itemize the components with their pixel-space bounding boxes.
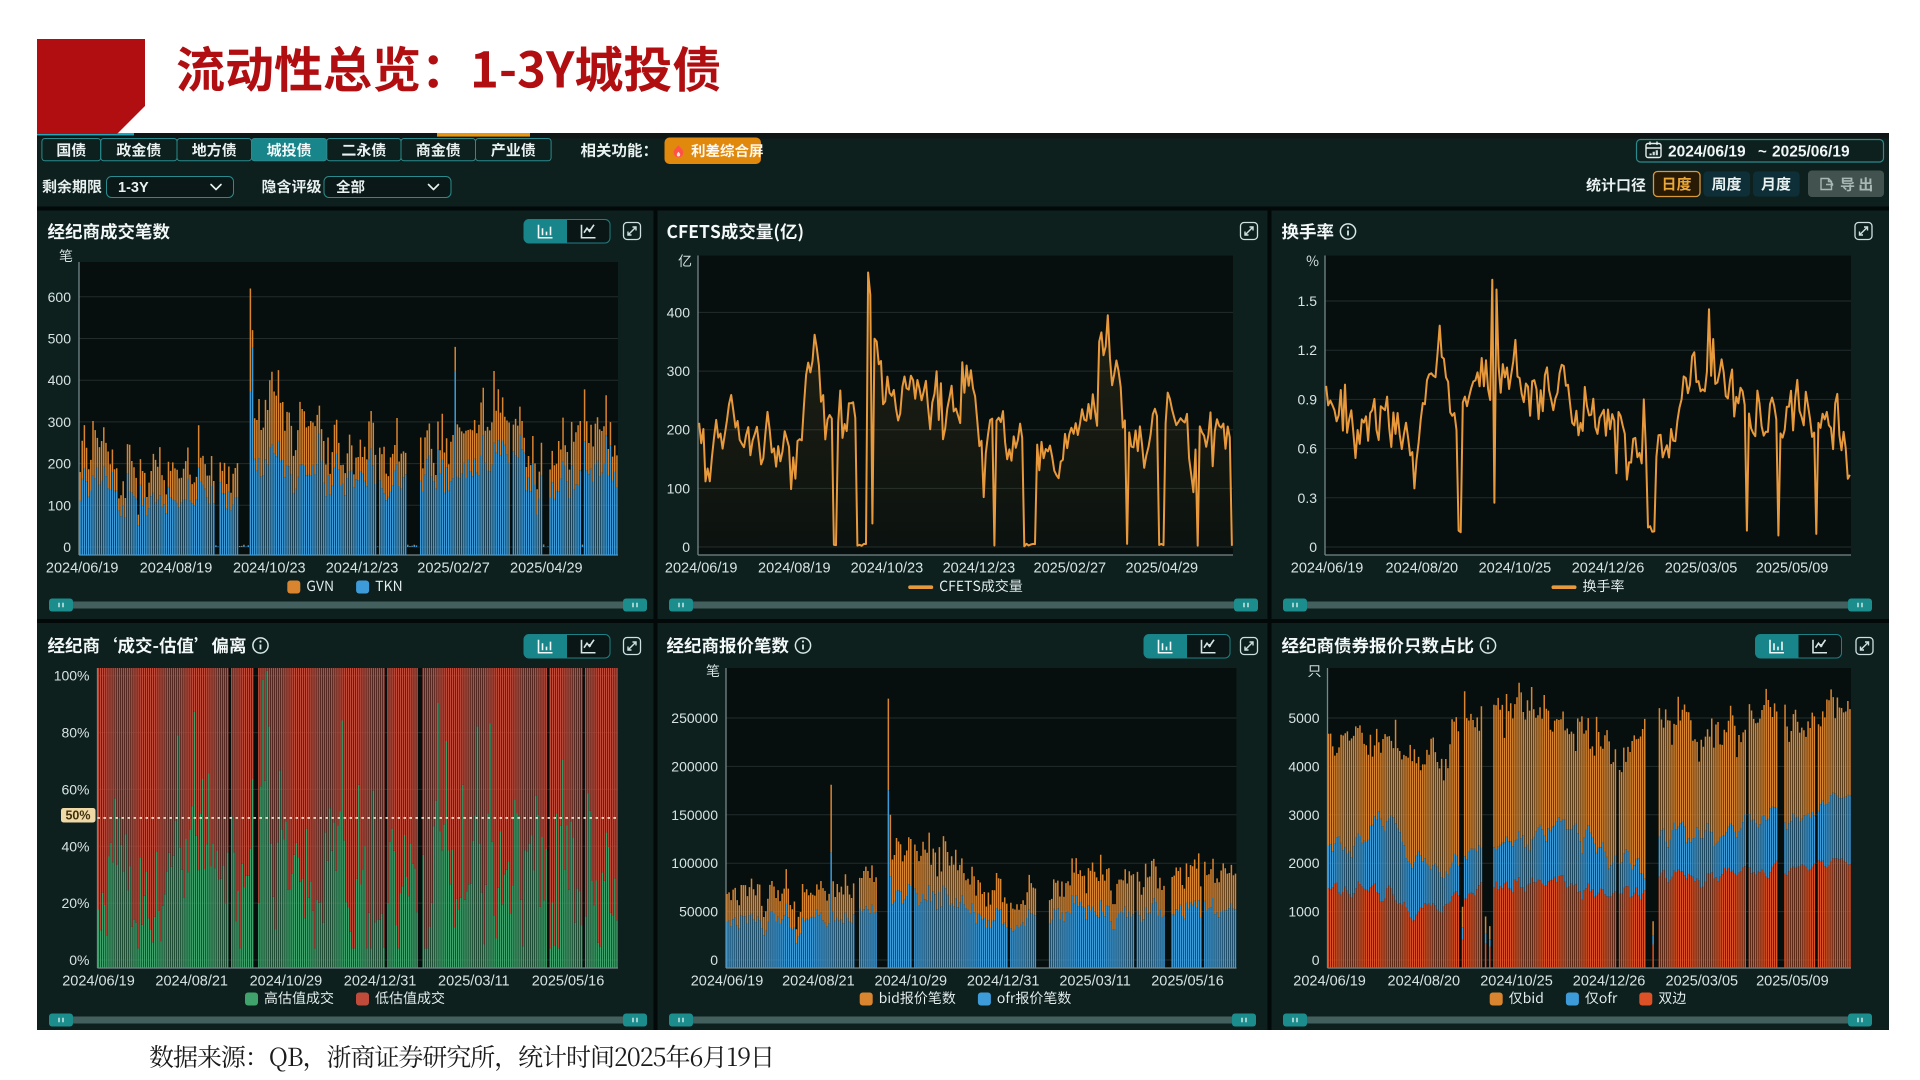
svg-text:2025/05/16: 2025/05/16 <box>1151 974 1224 990</box>
svg-text:50000: 50000 <box>679 904 718 920</box>
svg-text:2024/08/20: 2024/08/20 <box>1386 561 1459 577</box>
svg-text:2024/12/31: 2024/12/31 <box>344 974 417 990</box>
svg-text:0: 0 <box>1309 539 1317 555</box>
svg-text:2025/02/27: 2025/02/27 <box>1034 561 1107 577</box>
svg-text:2024/10/23: 2024/10/23 <box>233 561 306 577</box>
svg-text:400: 400 <box>667 304 691 320</box>
svg-text:2025/02/27: 2025/02/27 <box>417 561 490 577</box>
svg-text:2024/10/25: 2024/10/25 <box>1480 974 1553 990</box>
svg-text:100: 100 <box>48 497 72 513</box>
svg-text:250000: 250000 <box>671 710 718 726</box>
svg-text:2024/12/31: 2024/12/31 <box>967 974 1040 990</box>
svg-text:2024/10/29: 2024/10/29 <box>875 974 948 990</box>
svg-text:0.3: 0.3 <box>1298 490 1318 506</box>
svg-text:2024/06/19: 2024/06/19 <box>1293 974 1366 990</box>
svg-text:2024/06/19: 2024/06/19 <box>1668 144 1746 161</box>
svg-text:2025/05/09: 2025/05/09 <box>1756 561 1829 577</box>
svg-text:80%: 80% <box>61 725 89 741</box>
svg-text:4000: 4000 <box>1288 758 1319 774</box>
svg-text:2024/06/19: 2024/06/19 <box>665 561 738 577</box>
svg-text:2024/12/26: 2024/12/26 <box>1572 561 1645 577</box>
svg-text:2024/08/19: 2024/08/19 <box>140 561 213 577</box>
svg-text:2000: 2000 <box>1288 855 1319 871</box>
svg-text:2025/03/05: 2025/03/05 <box>1665 561 1738 577</box>
svg-text:1.2: 1.2 <box>1298 342 1318 358</box>
svg-text:2024/10/29: 2024/10/29 <box>250 974 323 990</box>
svg-text:200: 200 <box>667 422 691 438</box>
svg-text:300: 300 <box>667 363 691 379</box>
svg-text:2024/12/23: 2024/12/23 <box>326 561 399 577</box>
svg-text:2024/08/21: 2024/08/21 <box>155 974 228 990</box>
svg-text:2025/04/29: 2025/04/29 <box>1126 561 1199 577</box>
svg-text:2024/06/19: 2024/06/19 <box>62 974 135 990</box>
svg-text:2025/05/09: 2025/05/09 <box>1756 974 1829 990</box>
svg-text:0: 0 <box>63 539 71 555</box>
svg-text:1.5: 1.5 <box>1298 293 1318 309</box>
svg-text:0.6: 0.6 <box>1298 441 1318 457</box>
svg-text:150000: 150000 <box>671 807 718 823</box>
svg-text:2024/08/19: 2024/08/19 <box>758 561 831 577</box>
svg-text:5000: 5000 <box>1288 710 1319 726</box>
svg-text:2024/06/19: 2024/06/19 <box>1291 561 1364 577</box>
svg-text:2025/06/19: 2025/06/19 <box>1772 144 1850 161</box>
svg-text:~: ~ <box>1758 144 1767 161</box>
svg-text:0: 0 <box>682 539 690 555</box>
svg-text:200000: 200000 <box>671 758 718 774</box>
svg-text:2024/12/26: 2024/12/26 <box>1573 974 1646 990</box>
svg-text:2025/03/05: 2025/03/05 <box>1666 974 1739 990</box>
svg-text:2024/08/20: 2024/08/20 <box>1388 974 1461 990</box>
svg-text:400: 400 <box>48 372 72 388</box>
svg-text:2024/10/23: 2024/10/23 <box>851 561 924 577</box>
svg-text:2024/06/19: 2024/06/19 <box>46 561 119 577</box>
svg-text:200: 200 <box>48 456 72 472</box>
svg-text:2025/03/11: 2025/03/11 <box>438 974 510 990</box>
svg-text:40%: 40% <box>61 838 89 854</box>
svg-text:1-3Y: 1-3Y <box>118 180 149 196</box>
svg-text:2025/04/29: 2025/04/29 <box>510 561 583 577</box>
svg-text:3000: 3000 <box>1288 807 1319 823</box>
svg-text:2024/10/25: 2024/10/25 <box>1479 561 1552 577</box>
svg-text:2024/06/19: 2024/06/19 <box>691 974 764 990</box>
svg-text:100%: 100% <box>54 668 90 684</box>
svg-text:2025/05/16: 2025/05/16 <box>532 974 605 990</box>
svg-text:0%: 0% <box>69 952 89 968</box>
svg-text:2024/08/21: 2024/08/21 <box>782 974 855 990</box>
svg-text:0: 0 <box>1312 952 1320 968</box>
svg-text:0.9: 0.9 <box>1298 391 1318 407</box>
svg-text:500: 500 <box>48 331 72 347</box>
svg-text:60%: 60% <box>61 781 89 797</box>
svg-text:100: 100 <box>667 480 691 496</box>
svg-text:2025/03/11: 2025/03/11 <box>1059 974 1131 990</box>
svg-text:1000: 1000 <box>1288 904 1319 920</box>
svg-text:100000: 100000 <box>671 855 718 871</box>
svg-text:300: 300 <box>48 414 72 430</box>
svg-text:20%: 20% <box>61 895 89 911</box>
svg-text:2024/12/23: 2024/12/23 <box>943 561 1016 577</box>
svg-text:0: 0 <box>710 952 718 968</box>
svg-text:600: 600 <box>48 289 72 305</box>
svg-text:50%: 50% <box>65 809 90 823</box>
